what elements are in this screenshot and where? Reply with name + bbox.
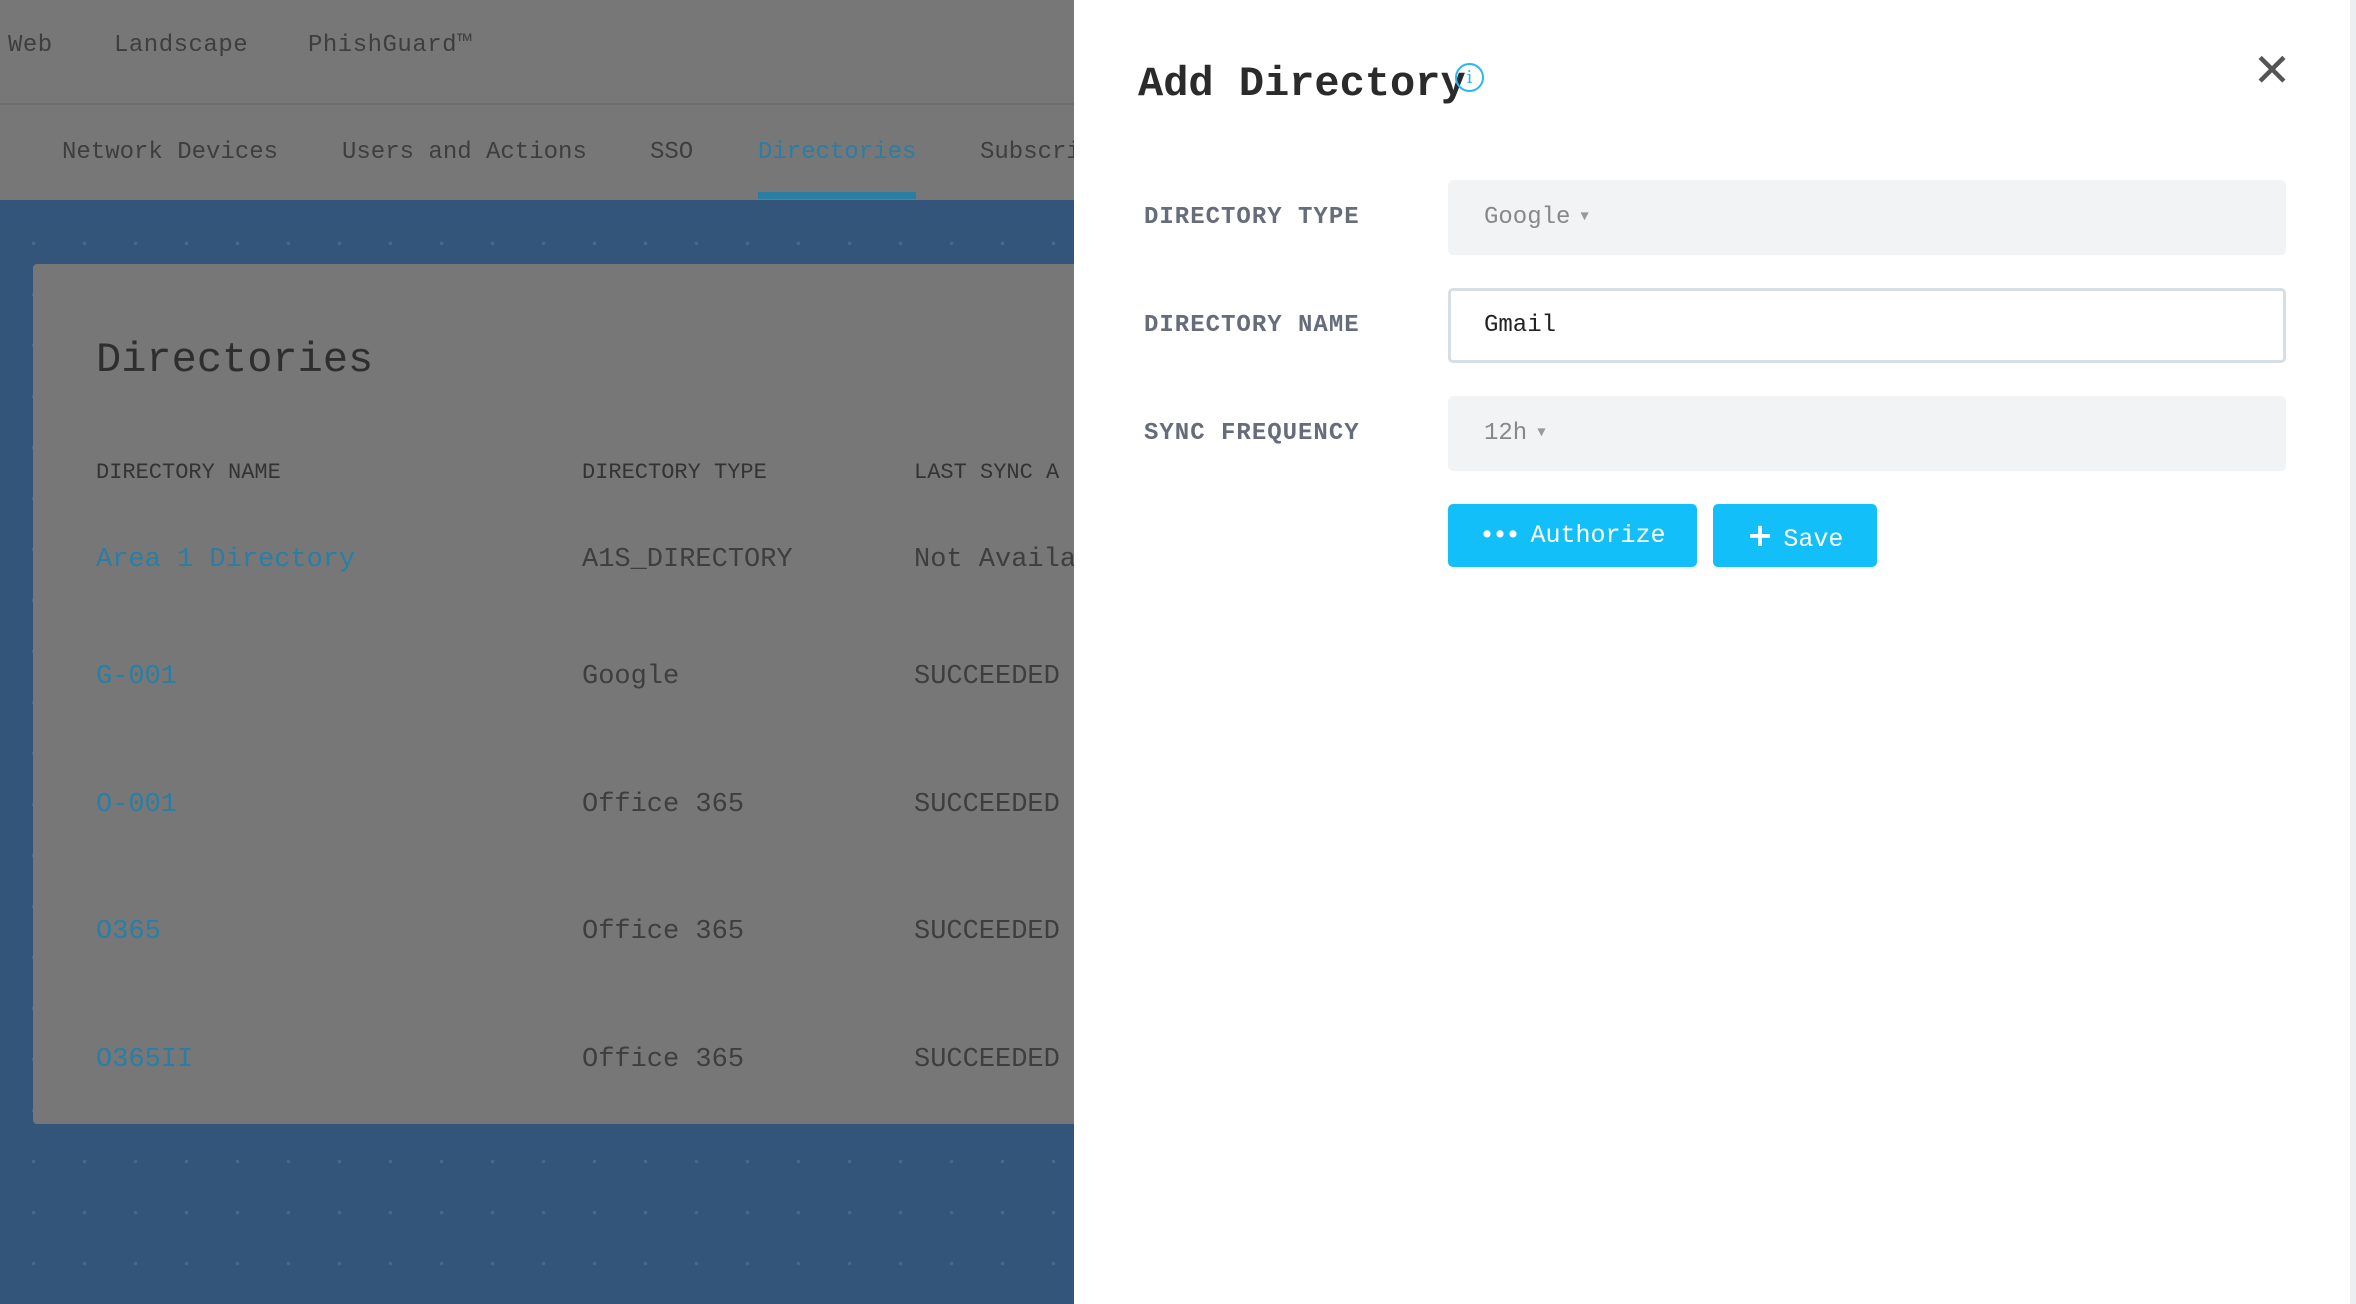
info-icon[interactable]: i (1455, 63, 1484, 92)
directory-name-label: DIRECTORY NAME (1144, 312, 1360, 339)
active-tab-indicator (758, 192, 916, 199)
card-title: Directories (96, 336, 374, 384)
last-sync-cell: SUCCEEDED (914, 1045, 1060, 1075)
sync-frequency-select[interactable]: 12h ▼ (1448, 396, 2286, 471)
last-sync-cell: SUCCEEDED (914, 790, 1060, 820)
directory-name-link[interactable]: Area 1 Directory (96, 545, 356, 575)
more-dots-icon: ••• (1479, 521, 1520, 550)
tab-sso[interactable]: SSO (650, 139, 694, 166)
top-nav: Web Landscape PhishGuard™ (0, 0, 1074, 105)
directory-name-input[interactable]: Gmail (1448, 288, 2286, 363)
directory-type-cell: Google (582, 662, 680, 692)
directory-name-link[interactable]: O365II (96, 1045, 194, 1075)
panel-title: Add Directory (1138, 60, 1466, 108)
column-header-last-sync: LAST SYNC A (914, 460, 1060, 485)
column-header-name: DIRECTORY NAME (96, 460, 281, 485)
tab-network-devices[interactable]: Network Devices (62, 139, 279, 166)
add-directory-panel: Add Directory i ✕ DIRECTORY TYPE Google ▼… (1074, 0, 2356, 1304)
tab-users-and-actions[interactable]: Users and Actions (342, 139, 587, 166)
tab-directories[interactable]: Directories (758, 139, 917, 166)
directory-name-link[interactable]: O365 (96, 917, 161, 947)
directory-type-cell: A1S_DIRECTORY (582, 545, 793, 575)
caret-down-icon: ▼ (1580, 209, 1589, 225)
sync-frequency-value: 12h (1484, 420, 1528, 447)
column-header-type: DIRECTORY TYPE (582, 460, 767, 485)
save-button[interactable]: + Save (1713, 504, 1877, 567)
last-sync-cell: SUCCEEDED (914, 917, 1060, 947)
caret-down-icon: ▼ (1537, 425, 1546, 441)
directory-type-label: DIRECTORY TYPE (1144, 204, 1360, 231)
directories-card: Directories DIRECTORY NAME DIRECTORY TYP… (33, 264, 1074, 1124)
save-label: Save (1783, 525, 1844, 554)
plus-icon: + (1746, 516, 1774, 554)
directory-type-value: Google (1484, 204, 1571, 231)
nav-landscape[interactable]: Landscape (114, 32, 249, 59)
tab-bar: Network Devices Users and Actions SSO Di… (0, 107, 1074, 200)
directory-type-cell: Office 365 (582, 790, 745, 820)
close-icon[interactable]: ✕ (2252, 43, 2292, 97)
sync-frequency-label: SYNC FREQUENCY (1144, 420, 1360, 447)
authorize-button[interactable]: ••• Authorize (1448, 504, 1697, 567)
authorize-label: Authorize (1530, 521, 1666, 550)
nav-web[interactable]: Web (8, 32, 53, 59)
background-page: Web Landscape PhishGuard™ Network Device… (0, 0, 1074, 1304)
tab-subscriptions[interactable]: Subscri (980, 139, 1074, 166)
directory-name-link[interactable]: G-001 (96, 662, 178, 692)
directory-type-select[interactable]: Google ▼ (1448, 180, 2286, 255)
directory-type-cell: Office 365 (582, 1045, 745, 1075)
directory-name-link[interactable]: O-001 (96, 790, 178, 820)
nav-phishguard[interactable]: PhishGuard™ (308, 32, 472, 59)
directory-type-cell: Office 365 (582, 917, 745, 947)
last-sync-cell: Not Availa (914, 545, 1074, 575)
last-sync-cell: SUCCEEDED (914, 662, 1060, 692)
